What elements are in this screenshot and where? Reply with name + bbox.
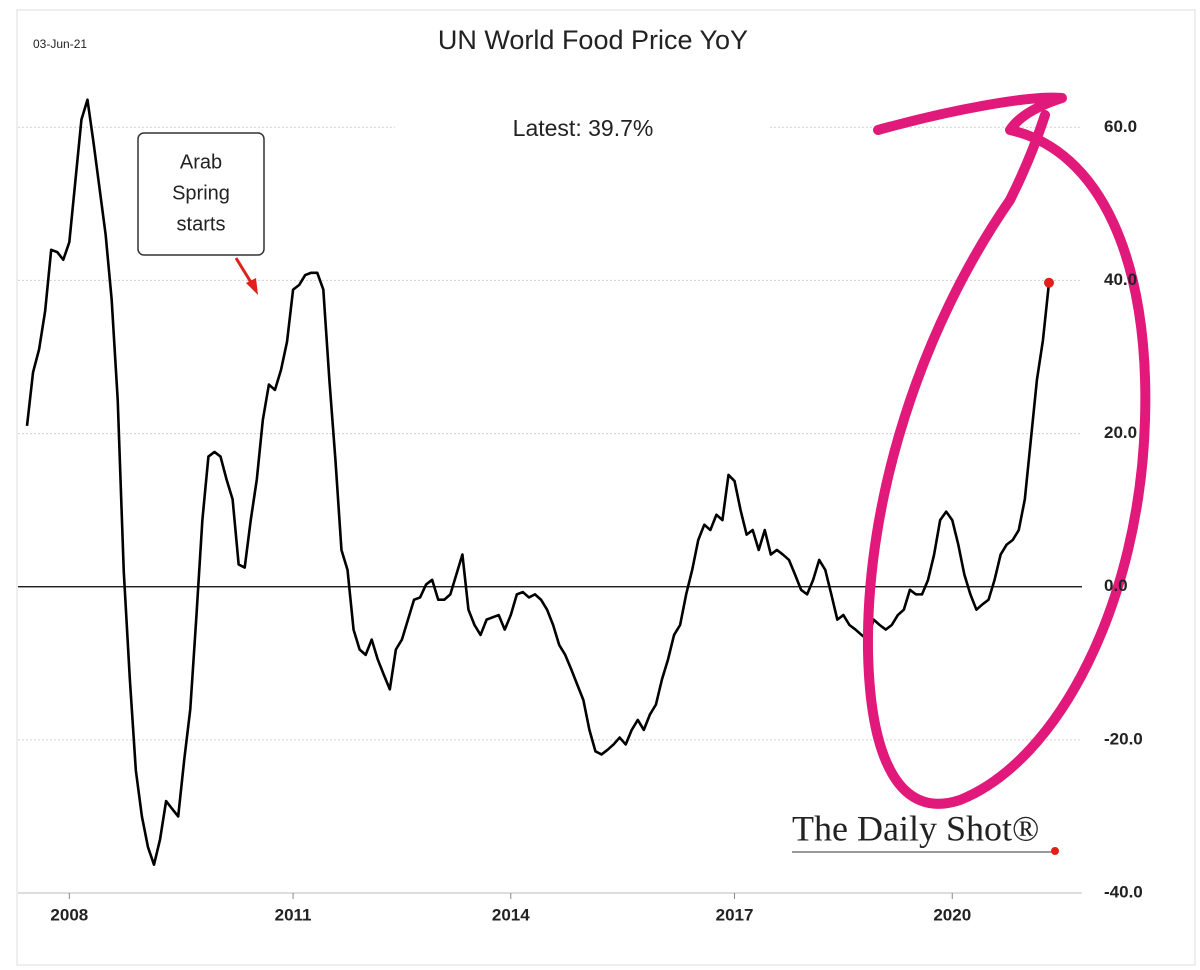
chart-title: UN World Food Price YoY xyxy=(438,25,748,55)
y-tick-label: -20.0 xyxy=(1104,729,1143,748)
frame xyxy=(16,9,1196,966)
data-line xyxy=(25,98,1051,866)
annotation-text: starts xyxy=(177,213,226,235)
y-tick-label: -40.0 xyxy=(1104,882,1143,901)
annotation-text: Spring xyxy=(172,182,230,204)
x-tick-label: 2008 xyxy=(50,905,88,924)
highlight-circle xyxy=(862,92,1151,809)
x-tick-label: 2014 xyxy=(492,905,530,924)
latest-label: Latest: 39.7% xyxy=(513,115,654,141)
x-tick-label: 2011 xyxy=(275,905,312,924)
annotation-text: Arab xyxy=(180,151,222,173)
x-tick-label: 2020 xyxy=(933,905,971,924)
plot xyxy=(25,98,1054,866)
y-tick-label: 20.0 xyxy=(1104,423,1137,442)
annotation-box xyxy=(137,132,265,256)
latest-point xyxy=(1044,277,1054,288)
x-tick-label: 2017 xyxy=(716,905,754,924)
source-dot xyxy=(1051,847,1059,855)
y-tick-label: 0.0 xyxy=(1104,576,1128,595)
y-tick-label: 60.0 xyxy=(1104,117,1137,136)
label-backdrop xyxy=(395,105,770,155)
annotation-arrow xyxy=(234,257,254,285)
y-tick-label: 40.0 xyxy=(1104,270,1137,289)
source-label: The Daily Shot® xyxy=(792,808,1039,848)
date-label: 03-Jun-21 xyxy=(33,37,87,51)
annotation-arrowhead xyxy=(246,278,258,295)
